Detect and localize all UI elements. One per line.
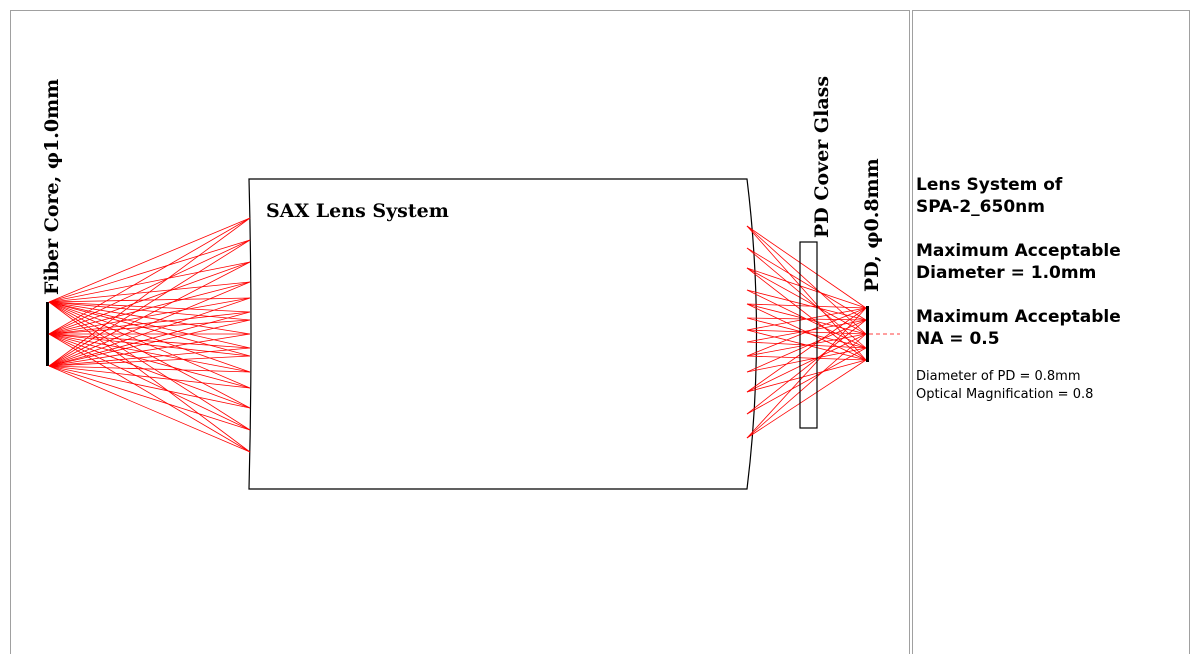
- ray: [746, 359, 867, 393]
- ray: [746, 319, 867, 343]
- ray: [48, 319, 251, 335]
- ray: [746, 267, 867, 361]
- ray: [746, 319, 867, 373]
- ray: [48, 261, 251, 335]
- ray: [746, 267, 867, 309]
- ray: [48, 333, 251, 349]
- ray: [48, 333, 251, 409]
- ray-bundle: [48, 217, 900, 453]
- ray: [48, 365, 251, 389]
- ray: [48, 365, 251, 431]
- photodiode: [866, 306, 869, 362]
- ray: [48, 217, 251, 367]
- ray: [48, 281, 251, 367]
- ray: [48, 297, 251, 303]
- ray: [48, 355, 251, 367]
- ray: [746, 317, 867, 349]
- info-text: Lens System of SPA-2_650nm Maximum Accep…: [916, 174, 1186, 404]
- info-pd-diameter: Diameter of PD = 0.8mm: [916, 369, 1081, 384]
- ray: [48, 261, 251, 303]
- ray: [48, 217, 251, 303]
- ray: [746, 333, 867, 439]
- ray: [48, 217, 251, 335]
- ray: [48, 239, 251, 367]
- ray: [746, 247, 867, 349]
- ray: [48, 365, 251, 409]
- ray: [746, 333, 867, 393]
- ray: [48, 301, 251, 409]
- ray: [746, 307, 867, 439]
- ray: [48, 333, 251, 367]
- ray: [746, 225, 867, 361]
- ray: [48, 365, 251, 453]
- ray: [48, 333, 251, 431]
- info-title-1: Lens System of: [916, 175, 1063, 195]
- ray: [746, 347, 867, 415]
- ray: [48, 239, 251, 335]
- diagram-panel: [10, 10, 910, 654]
- info-panel: [912, 10, 1190, 654]
- ray: [746, 247, 867, 321]
- ray: [746, 359, 867, 439]
- ray: [48, 301, 251, 335]
- cover-glass-label: PD Cover Glass: [811, 76, 833, 238]
- info-diameter-1: Maximum Acceptable: [916, 241, 1121, 261]
- info-na-1: Maximum Acceptable: [916, 307, 1121, 327]
- ray: [746, 267, 867, 335]
- ray: [48, 301, 251, 357]
- ray: [746, 307, 867, 331]
- ray: [48, 311, 251, 367]
- ray: [48, 347, 251, 367]
- ray: [48, 239, 251, 303]
- pd-label: PD, φ0.8mm: [861, 158, 883, 292]
- lens-system-body: [248, 178, 758, 490]
- ray: [746, 333, 867, 357]
- ray: [746, 225, 867, 309]
- ray: [48, 301, 251, 349]
- fiber-core-label: Fiber Core, φ1.0mm: [41, 79, 63, 295]
- ray: [48, 297, 251, 335]
- info-diameter-2: Diameter = 1.0mm: [916, 263, 1097, 283]
- info-magnification: Optical Magnification = 0.8: [916, 387, 1094, 402]
- ray: [48, 301, 251, 373]
- pd-cover-glass: [799, 241, 818, 429]
- ray: [48, 333, 251, 373]
- ray: [48, 301, 251, 313]
- ray: [48, 297, 251, 367]
- ray: [746, 307, 867, 357]
- ray: [746, 307, 867, 393]
- ray: [48, 311, 251, 335]
- ray: [746, 347, 867, 373]
- ray: [48, 333, 251, 453]
- ray: [48, 319, 251, 367]
- ray: [48, 365, 251, 373]
- ray: [48, 281, 251, 335]
- ray: [746, 303, 867, 309]
- ray: [48, 301, 251, 321]
- ray: [48, 301, 251, 431]
- ray: [746, 319, 867, 415]
- lens-system-label: SAX Lens System: [266, 200, 449, 222]
- ray: [48, 333, 251, 357]
- info-na-2: NA = 0.5: [916, 329, 1000, 349]
- fiber-core: [46, 302, 49, 366]
- ray: [48, 261, 251, 367]
- ray: [746, 289, 867, 321]
- info-title-2: SPA-2_650nm: [916, 197, 1045, 217]
